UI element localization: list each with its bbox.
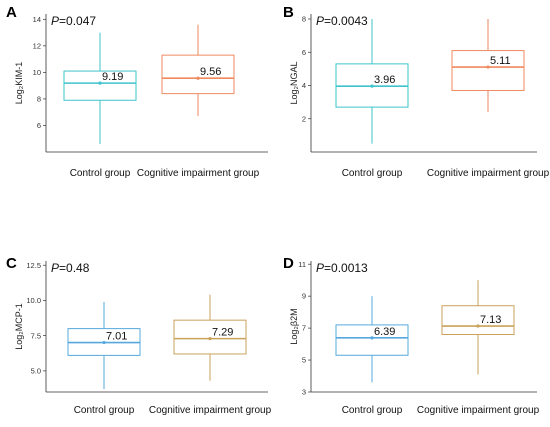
iqr-box: [335, 324, 409, 356]
p-value-label: P=0.047: [51, 14, 96, 28]
y-tick-label: 12: [33, 41, 41, 50]
y-tick-label: 8: [302, 15, 306, 24]
median-point: [486, 65, 490, 69]
y-tick-label: 14: [33, 15, 41, 24]
median-point: [102, 340, 106, 345]
y-axis-label: Log₂MCP-1: [14, 303, 24, 350]
p-value-label: P=0.48: [51, 261, 90, 275]
y-tick-label: 10.0: [26, 296, 41, 305]
median-value-label: 6.39: [374, 326, 395, 338]
p-value-label: P=0.0043: [316, 14, 368, 28]
median-value-label: 5.11: [490, 55, 511, 67]
y-axis-label: Log₂β2M: [289, 308, 299, 344]
y-tick-label: 7: [302, 324, 306, 333]
iqr-box: [63, 70, 137, 101]
x-category-label: Cognitive impairment group: [417, 405, 540, 416]
y-tick-label: 6: [302, 48, 306, 57]
y-tick-label: 10: [33, 68, 41, 77]
median-value-label: 9.56: [200, 66, 221, 78]
iqr-box: [161, 54, 235, 95]
x-category-label: Cognitive impairment group: [137, 168, 260, 179]
panel-b: B P=0.0043 2 4 6 8 Log₂NGAL 3.96 5.11 Control gro…: [283, 4, 550, 179]
panel-letter: D: [283, 255, 294, 272]
x-category-label: Cognitive impairment group: [149, 405, 272, 416]
panel-a: A P=0.047 6 8 10 12 14 Log₂KIM-1 9.19 9.56 Control…: [6, 4, 268, 179]
median-point: [208, 337, 212, 341]
y-tick-label: 9: [302, 292, 306, 301]
y-tick-label: 2: [302, 114, 306, 123]
y-tick-label: 5: [302, 356, 306, 365]
median-point: [476, 324, 480, 328]
iqr-box: [451, 50, 525, 91]
box-cognitive-impairment: 7.29: [173, 294, 247, 381]
median-point: [370, 336, 374, 340]
panel-d: D P=0.0013 3 5 7 9 11 Log₂β2M 6.39 7.13 Control gr…: [283, 255, 540, 416]
median-value-label: 9.19: [102, 71, 123, 83]
box-control: 3.96: [335, 18, 409, 144]
panel-letter: B: [283, 4, 294, 21]
median-point: [370, 84, 374, 88]
box-control: 6.39: [335, 296, 409, 383]
box-control: 9.19: [63, 32, 137, 145]
median-value-label: 3.96: [374, 74, 395, 86]
y-axis-label: Log₂NGAL: [289, 61, 299, 104]
y-axis-label: Log₂KIM-1: [14, 62, 24, 105]
box-cognitive-impairment: 9.56: [161, 24, 235, 117]
x-category-label: Control group: [74, 405, 135, 416]
y-tick-label: 7.5: [31, 331, 41, 340]
y-tick-label: 3: [302, 388, 306, 397]
median-value-label: 7.01: [106, 331, 127, 343]
median-point: [98, 81, 102, 85]
x-category-label: Control group: [70, 168, 131, 179]
panel-letter: C: [6, 255, 17, 272]
box-cognitive-impairment: 7.13: [441, 280, 515, 375]
y-tick-label: 11: [298, 260, 306, 269]
median-value-label: 7.13: [480, 314, 501, 326]
box-cognitive-impairment: 5.11: [451, 18, 525, 113]
panel-c: C P=0.48 5.0 7.5 10.0 12.5 Log₂MCP-1 7.01 7.29 Co…: [6, 255, 272, 416]
x-category-label: Cognitive impairment group: [427, 168, 550, 179]
panel-letter: A: [6, 4, 17, 21]
box-control: 7.01: [67, 301, 141, 390]
y-tick-label: 5.0: [31, 366, 41, 375]
y-tick-label: 4: [302, 81, 306, 90]
x-category-label: Control group: [342, 405, 403, 416]
y-tick-label: 12.5: [26, 261, 41, 270]
iqr-box: [441, 305, 515, 335]
y-tick-label: 8: [37, 95, 41, 104]
median-point: [196, 76, 200, 80]
median-value-label: 7.29: [212, 327, 233, 339]
p-value-label: P=0.0013: [316, 261, 368, 275]
x-category-label: Control group: [342, 168, 403, 179]
y-tick-label: 6: [37, 121, 41, 130]
